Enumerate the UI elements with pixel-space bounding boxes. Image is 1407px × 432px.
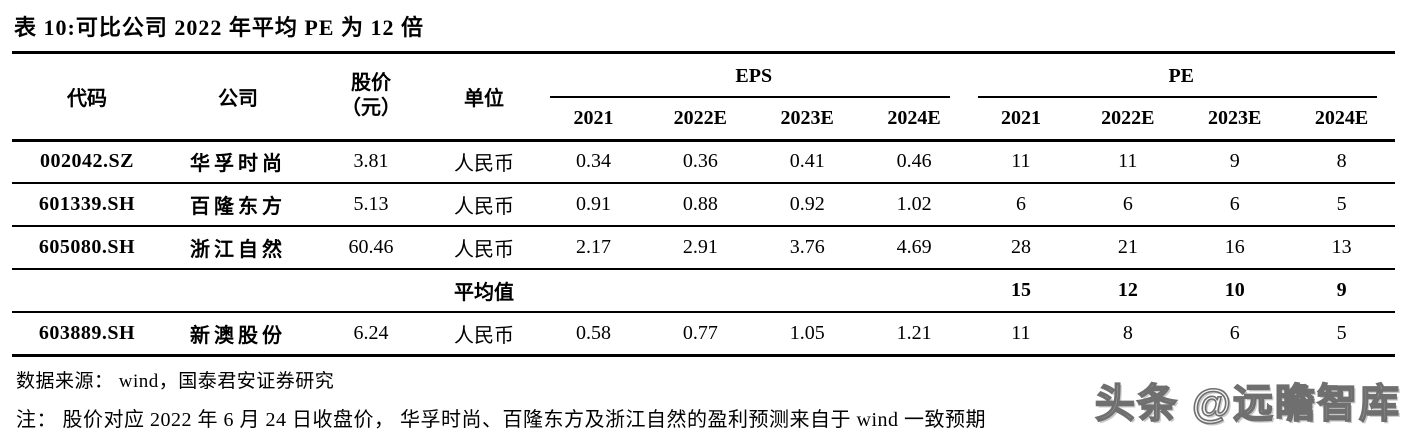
col-header-price-line2: （元） bbox=[341, 97, 401, 120]
pe-cell: 6 bbox=[1015, 193, 1026, 215]
eps-cell: 0.91 bbox=[575, 193, 611, 215]
eps-year-header-2023e: 2023E bbox=[780, 106, 834, 129]
code-cell: 603889.SH bbox=[38, 321, 136, 344]
code-cell: 002042.SZ bbox=[40, 150, 134, 173]
pe-year-header-2023e: 2023E bbox=[1208, 106, 1262, 129]
price-cell: 5.13 bbox=[353, 193, 389, 215]
pe-cell: 6 bbox=[1229, 321, 1240, 344]
pe-cell: 8 bbox=[1122, 321, 1133, 344]
pe-cell: 16 bbox=[1224, 236, 1245, 258]
price-cell: 3.81 bbox=[353, 150, 389, 173]
eps-cell: 4.69 bbox=[896, 236, 932, 258]
eps-cell: 0.58 bbox=[575, 321, 611, 344]
eps-cell: 2.17 bbox=[575, 236, 611, 258]
eps-cell: 0.41 bbox=[789, 150, 825, 173]
pe-cell: 13 bbox=[1331, 236, 1352, 258]
data-source-note: 数据来源： wind，国泰君安证券研究 bbox=[16, 370, 335, 392]
group-header-row: 代码 公司 股价 （元） 单位 EPS PE bbox=[12, 54, 1396, 119]
company-cell bbox=[162, 269, 314, 312]
eps-cell: 0.77 bbox=[682, 321, 718, 344]
pe-average-cell: 9 bbox=[1336, 279, 1347, 301]
pe-average-cell: 15 bbox=[1010, 279, 1031, 301]
eps-cell: 1.05 bbox=[789, 321, 825, 344]
pe-year-header-2021: 2021 bbox=[1000, 106, 1041, 129]
eps-cell bbox=[754, 269, 861, 312]
company-cell: 百隆东方 bbox=[190, 196, 286, 218]
table-row: 603889.SH 新澳股份 6.24 人民币 0.58 0.77 1.05 1… bbox=[12, 312, 1395, 355]
pe-cell: 11 bbox=[1118, 150, 1138, 173]
col-header-company: 公司 bbox=[218, 87, 258, 110]
table-body: 002042.SZ 华孚时尚 3.81 人民币 0.34 0.36 0.41 0… bbox=[12, 140, 1395, 355]
unit-cell: 人民币 bbox=[454, 324, 514, 347]
eps-cell: 1.02 bbox=[896, 193, 932, 215]
table-title: 表 10:可比公司 2022 年平均 PE 为 12 倍 bbox=[12, 6, 1395, 54]
eps-cell bbox=[540, 269, 647, 312]
code-cell bbox=[12, 269, 162, 312]
pe-cell: 6 bbox=[1229, 193, 1240, 215]
table-row: 002042.SZ 华孚时尚 3.81 人民币 0.34 0.36 0.41 0… bbox=[12, 140, 1395, 183]
eps-year-header-2022e: 2022E bbox=[673, 106, 727, 129]
company-cell: 浙江自然 bbox=[190, 239, 286, 261]
table-row: 601339.SH 百隆东方 5.13 人民币 0.91 0.88 0.92 1… bbox=[12, 183, 1395, 226]
eps-cell: 0.88 bbox=[682, 193, 718, 215]
col-header-price: 股价 （元） bbox=[314, 54, 428, 140]
footnote: 注： 股价对应 2022 年 6 月 24 日收盘价， 华孚时尚、百隆东方及浙江… bbox=[16, 408, 986, 431]
code-cell: 605080.SH bbox=[38, 236, 136, 258]
pe-cell: 5 bbox=[1336, 193, 1347, 215]
pe-cell: 5 bbox=[1336, 321, 1347, 344]
unit-cell: 人民币 bbox=[454, 196, 514, 218]
price-cell bbox=[314, 269, 428, 312]
average-row: 平均值 15 12 10 9 bbox=[12, 269, 1395, 312]
eps-cell: 0.36 bbox=[682, 150, 718, 173]
pe-average-cell: 12 bbox=[1117, 279, 1138, 301]
watermark-logo: 头条 @远瞻智库 bbox=[1094, 381, 1401, 427]
pe-cell: 28 bbox=[1010, 236, 1031, 258]
year-header-row: 2021 2022E 2023E 2024E 2021 2022E 2023E … bbox=[12, 98, 1395, 140]
eps-year-header-2024e: 2024E bbox=[887, 106, 941, 129]
pe-cell: 8 bbox=[1336, 150, 1347, 173]
pe-cell: 11 bbox=[1011, 321, 1031, 344]
price-cell: 60.46 bbox=[348, 236, 394, 258]
pe-cell: 9 bbox=[1229, 150, 1240, 173]
eps-cell: 0.46 bbox=[896, 150, 932, 173]
col-header-price-line1: 股价 bbox=[351, 72, 391, 95]
pe-average-cell: 10 bbox=[1224, 279, 1245, 301]
eps-cell: 1.21 bbox=[896, 321, 932, 344]
pe-cell: 6 bbox=[1122, 193, 1133, 215]
eps-cell: 2.91 bbox=[682, 236, 718, 258]
eps-cell bbox=[861, 269, 968, 312]
table-row: 605080.SH 浙江自然 60.46 人民币 2.17 2.91 3.76 … bbox=[12, 226, 1395, 269]
table-header: 代码 公司 股价 （元） 单位 EPS PE 2021 2022E 2023E … bbox=[12, 54, 1395, 140]
eps-cell: 0.92 bbox=[789, 193, 825, 215]
eps-cell: 0.34 bbox=[575, 150, 611, 173]
eps-group-header: EPS bbox=[540, 54, 968, 98]
col-header-unit: 单位 bbox=[464, 87, 504, 110]
code-cell: 601339.SH bbox=[38, 193, 136, 215]
company-cell: 华孚时尚 bbox=[190, 153, 286, 176]
pe-group-header: PE bbox=[968, 54, 1396, 98]
price-cell: 6.24 bbox=[353, 321, 389, 344]
pe-cell: 21 bbox=[1117, 236, 1138, 258]
unit-cell: 人民币 bbox=[454, 239, 514, 261]
eps-cell: 3.76 bbox=[789, 236, 825, 258]
unit-cell: 人民币 bbox=[454, 153, 514, 176]
col-header-code: 代码 bbox=[67, 87, 107, 110]
eps-year-header-2021: 2021 bbox=[573, 106, 614, 129]
pe-cell: 11 bbox=[1011, 150, 1031, 173]
average-label: 平均值 bbox=[454, 282, 514, 304]
company-cell: 新澳股份 bbox=[190, 324, 286, 347]
pe-year-header-2022e: 2022E bbox=[1101, 106, 1155, 129]
eps-cell bbox=[647, 269, 754, 312]
pe-year-header-2024e: 2024E bbox=[1314, 106, 1369, 129]
comparable-companies-table: 代码 公司 股价 （元） 单位 EPS PE 2021 2022E 2023E … bbox=[12, 54, 1395, 357]
